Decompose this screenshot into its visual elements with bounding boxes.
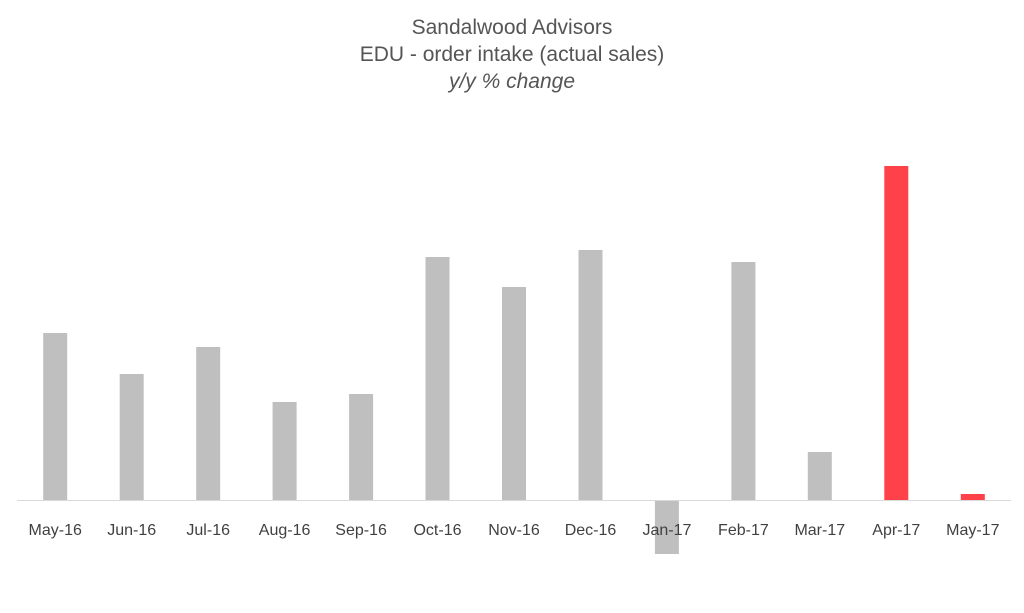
bar-may-16 — [43, 333, 68, 500]
chart-title: Sandalwood Advisors — [411, 16, 613, 39]
x-tick-label: Aug-16 — [259, 522, 311, 539]
x-tick-labels: May-16 Jun-16 Jul-16 Aug-16 Sep-16 Oct-16 Nov-… — [29, 522, 1000, 539]
x-tick-label: Feb-17 — [718, 522, 769, 539]
x-tick-label: May-16 — [29, 522, 82, 539]
x-tick-label: Jun-16 — [107, 522, 156, 539]
chart-titles: Sandalwood Advisors EDU - order intake (… — [0, 14, 1024, 95]
bar-jan-17 — [654, 500, 679, 554]
bar-dec-16 — [578, 250, 603, 500]
bars-group — [43, 166, 985, 554]
x-tick-label: Dec-16 — [565, 522, 617, 539]
bar-sep-16 — [349, 394, 374, 500]
bar-apr-17 — [884, 166, 909, 500]
x-tick-label: Jan-17 — [642, 522, 691, 539]
bar-aug-16 — [272, 402, 297, 500]
x-tick-label: Jul-16 — [186, 522, 230, 539]
bar-feb-17 — [731, 262, 756, 500]
x-tick-label: May-17 — [946, 522, 999, 539]
chart-subtitle-2: y/y % change — [448, 70, 576, 93]
bar-nov-16 — [502, 287, 526, 500]
x-tick-label: Sep-16 — [335, 522, 387, 539]
x-tick-label: Oct-16 — [413, 522, 461, 539]
bar-may-17 — [960, 494, 985, 500]
x-tick-label: Mar-17 — [794, 522, 845, 539]
bar-jul-16 — [196, 347, 221, 500]
chart-subtitle: EDU - order intake (actual sales) — [359, 43, 665, 66]
x-tick-label: Nov-16 — [488, 522, 540, 539]
bar-oct-16 — [425, 257, 450, 500]
x-tick-label: Apr-17 — [872, 522, 920, 539]
bar-jun-16 — [119, 374, 144, 500]
bar-mar-17 — [807, 452, 832, 500]
